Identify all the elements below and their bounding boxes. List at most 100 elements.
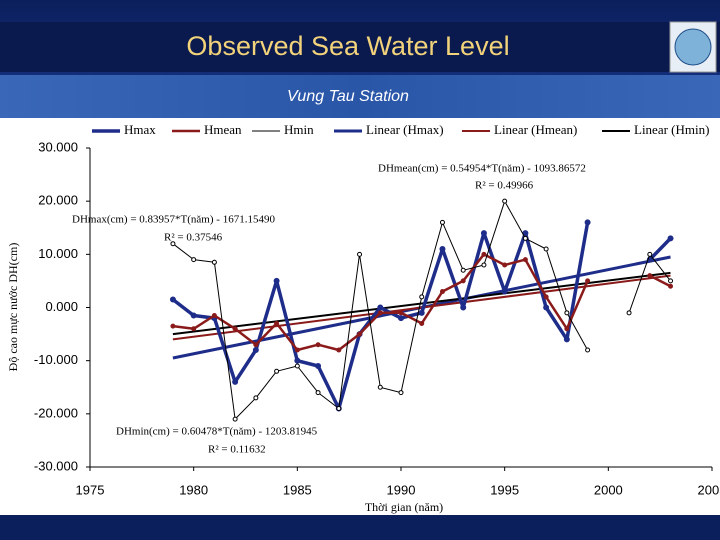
point [398,390,404,396]
point [419,294,425,300]
point [273,277,280,284]
point [253,395,259,401]
point [377,304,384,311]
point [357,331,363,337]
point [253,342,259,348]
point [315,342,321,348]
legend-label: Linear (Hmin) [634,122,709,137]
annotation: R² = 0.49966 [475,180,534,192]
point [480,230,487,237]
point [460,304,467,311]
point [563,336,570,343]
point [232,416,238,422]
x-tick-label: 1980 [179,482,208,497]
point [626,310,632,316]
x-tick-label: 1990 [387,482,416,497]
y-tick-label: -30.000 [34,458,78,473]
legend-label: Linear (Hmax) [366,122,444,137]
x-tick-label: 2005 [698,482,720,497]
point [315,362,322,369]
point [170,241,176,247]
point [191,326,197,332]
point [336,406,342,412]
title-band [0,22,720,72]
x-tick-label: 1975 [76,482,105,497]
point [481,262,487,268]
y-axis-label: Độ cao mực nước DH(cm) [6,243,20,372]
legend-label: Linear (Hmean) [494,122,577,137]
x-axis-label: Thời gian (năm) [365,500,443,514]
point [585,347,591,353]
point [502,198,508,204]
point [647,251,653,257]
point [501,288,508,295]
point [274,320,280,326]
chart-area [0,118,720,515]
point [585,278,591,284]
point [564,310,570,316]
point [169,296,176,303]
point [522,257,528,263]
point [439,219,445,225]
y-tick-label: 0.000 [45,299,78,314]
y-tick-label: 30.000 [38,139,78,154]
logo-emblem [674,28,712,66]
annotation: R² = 0.11632 [208,444,266,456]
legend-label: Hmax [124,122,156,137]
point [647,273,653,279]
subtitle-bar [0,75,720,118]
point [274,368,280,374]
annotation: R² = 0.37546 [164,232,223,244]
y-tick-label: 10.000 [38,246,78,261]
point [232,326,238,332]
point [502,262,508,268]
x-tick-label: 2000 [594,482,623,497]
point [294,347,300,353]
point [377,310,383,316]
y-tick-label: -10.000 [34,352,78,367]
title: Observed Sea Water Level [186,31,509,61]
point [522,235,528,241]
point [211,259,217,265]
x-tick-label: 1985 [283,482,312,497]
point [543,294,549,300]
point [336,347,342,353]
y-tick-label: -20.000 [34,405,78,420]
point [419,320,425,326]
annotation: DHmin(cm) = 0.60478*T(năm) - 1203.81945 [116,426,318,438]
point [418,309,425,316]
point [211,312,217,318]
y-tick-label: 20.000 [38,193,78,208]
point [668,278,674,284]
legend-label: Hmean [204,122,242,137]
point [543,304,550,311]
point [398,310,404,316]
point [564,326,570,332]
point [315,390,321,396]
point [439,289,445,295]
point [377,384,383,390]
point [460,267,466,273]
subtitle: Vung Tau Station [287,88,409,105]
point [667,235,674,242]
point [398,315,404,322]
point [584,219,591,226]
point [294,363,300,369]
point [294,357,301,364]
annotation: DHmax(cm) = 0.83957*T(năm) - 1671.15490 [72,214,275,226]
point [170,323,176,329]
footer-bar [0,515,720,540]
annotation: DHmean(cm) = 0.54954*T(năm) - 1093.86572 [378,163,586,175]
x-tick-label: 1995 [490,482,519,497]
point [543,246,549,252]
legend-label: Hmin [284,122,314,137]
point [439,246,446,253]
point [191,257,197,263]
point [252,347,259,354]
point [232,378,239,385]
point [357,251,363,257]
point [481,251,487,257]
point [190,312,197,319]
